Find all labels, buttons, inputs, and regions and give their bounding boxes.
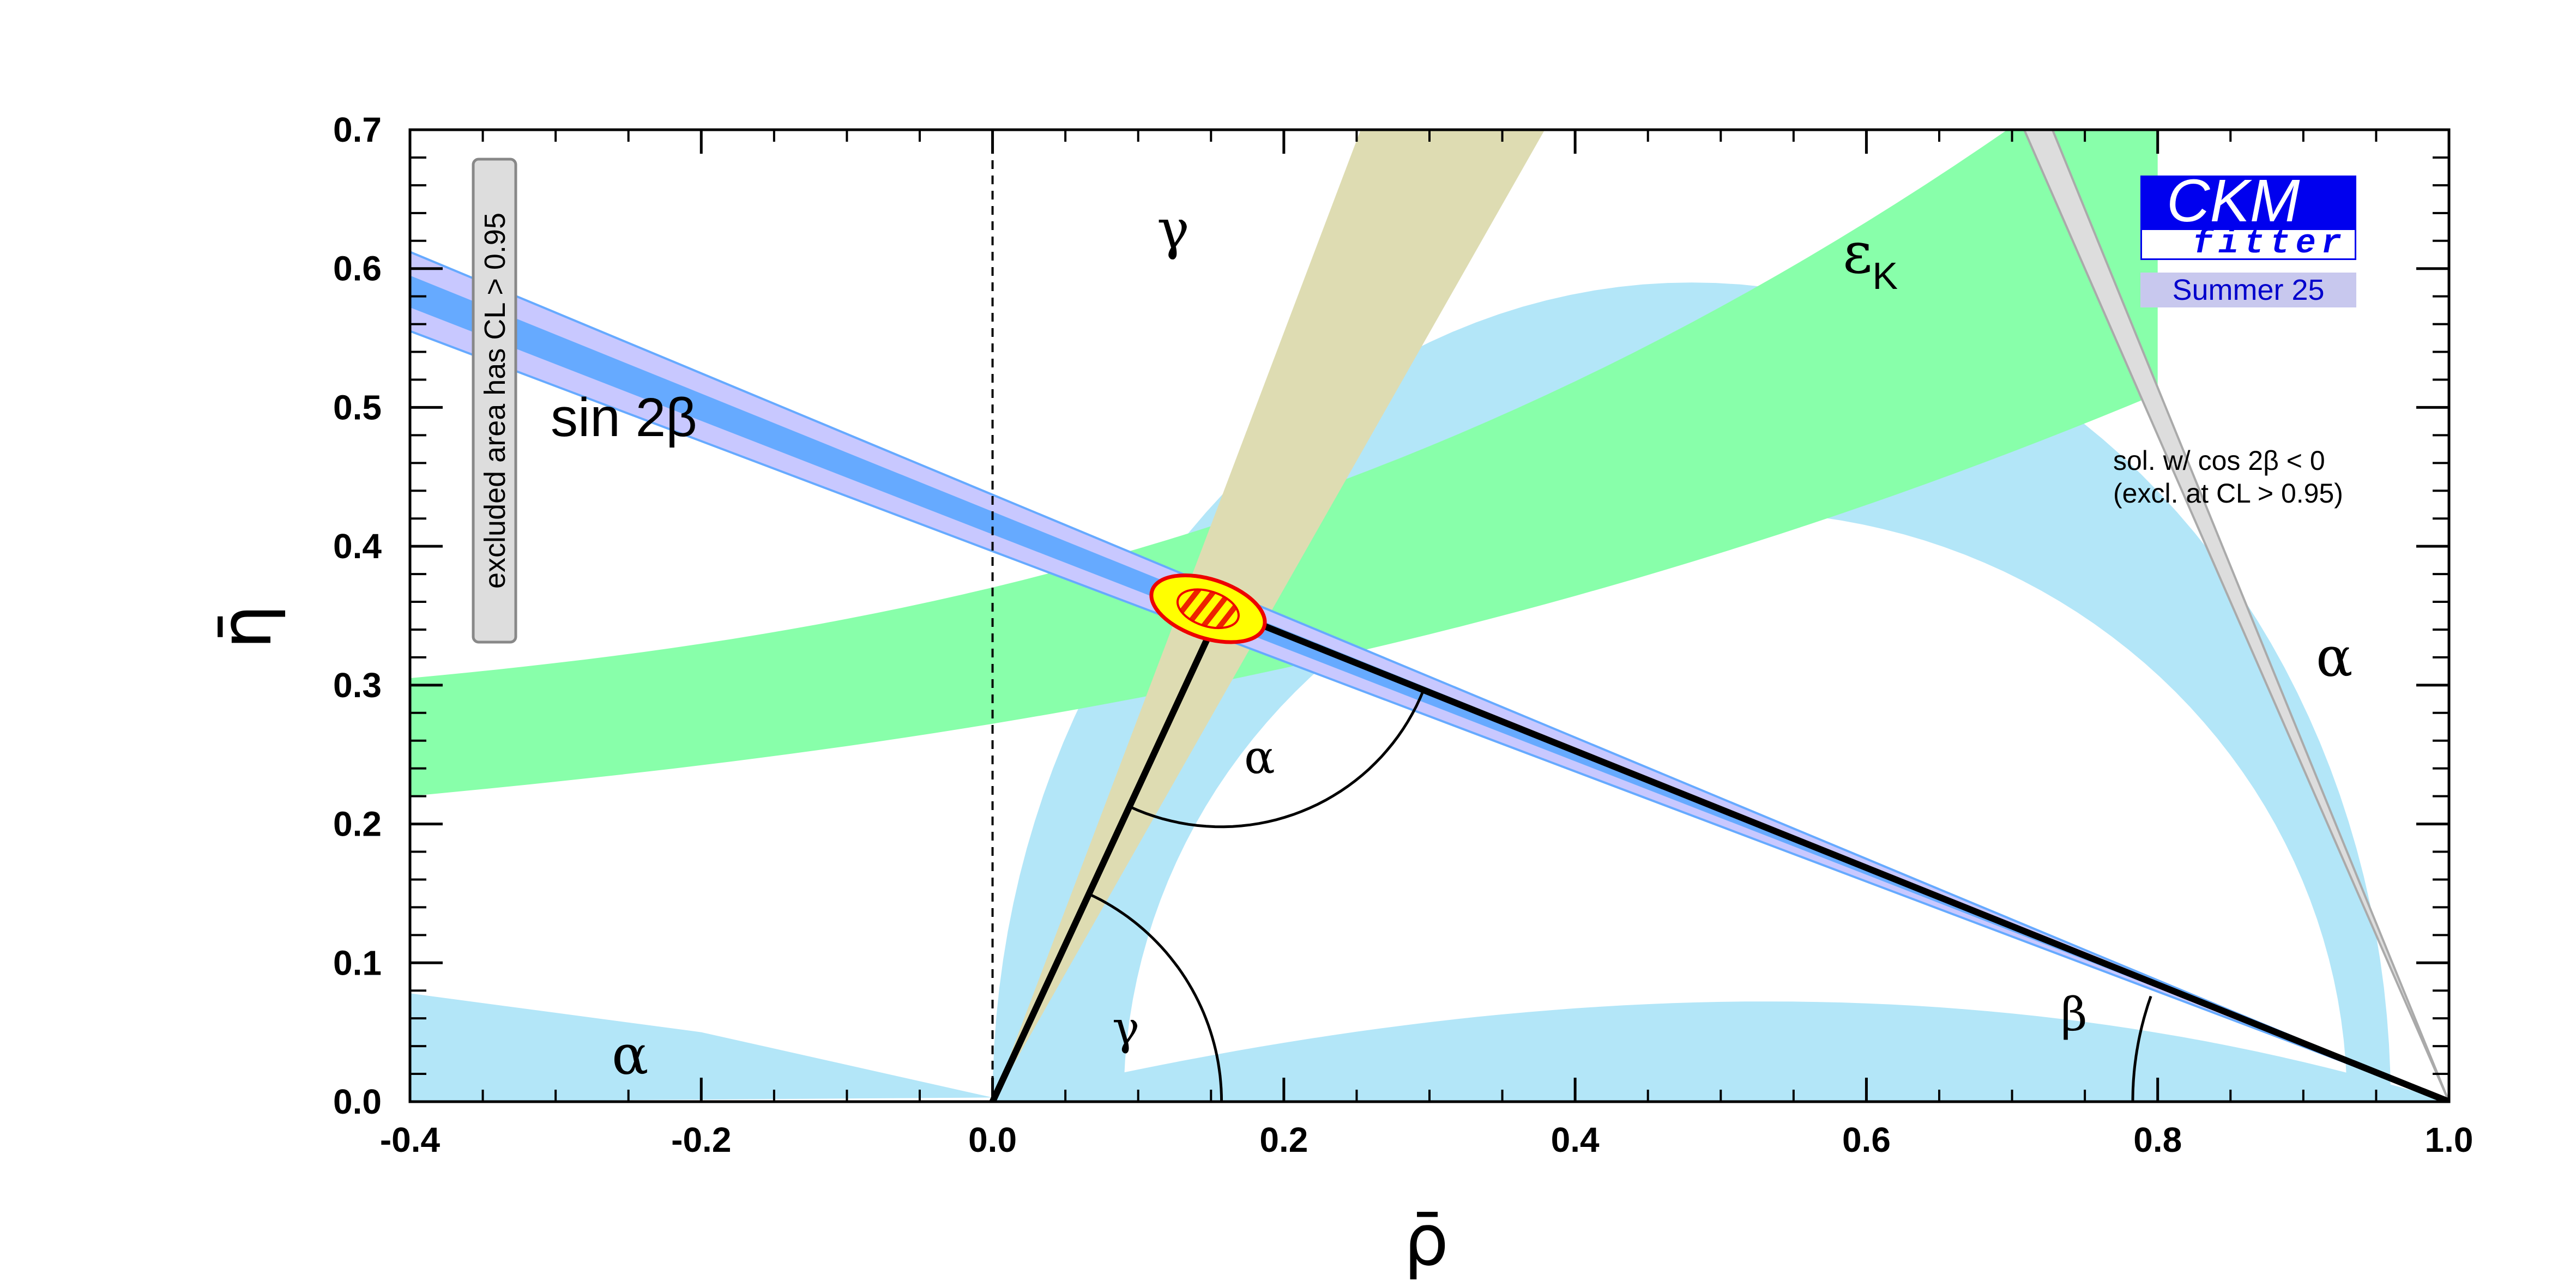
logo-ckm-text: CKM (2167, 167, 2300, 234)
cos2beta-excluded-wedge (2023, 130, 2449, 1102)
label-sol-line1: sol. w/ cos 2β < 0 (2113, 445, 2325, 476)
y-tick-label: 0.1 (333, 943, 382, 982)
y-tick-label: 0.0 (333, 1082, 382, 1121)
x-tick-label: -0.2 (671, 1120, 731, 1159)
y-tick-label: 0.7 (333, 110, 382, 149)
x-tick-label: 0.6 (1842, 1120, 1891, 1159)
label-sin2beta: sin 2β (551, 387, 697, 448)
y-tick-label: 0.3 (333, 666, 382, 705)
x-axis-title: ρ̄ (1404, 1199, 1449, 1281)
x-tick-label: -0.4 (380, 1120, 441, 1159)
label-epsilon-k-subscript: K (1872, 255, 1898, 297)
beta-angle-arc (2131, 995, 2152, 1102)
label-sol-line2: (excl. at CL > 0.95) (2113, 478, 2343, 509)
constraint-regions (410, 130, 2449, 1102)
label-gamma-top: γ (1157, 197, 1190, 261)
y-tick-label: 0.5 (333, 388, 382, 427)
ckmfitter-logo: CKM fitter Summer 25 (2140, 171, 2356, 307)
logo-season-text: Summer 25 (2172, 274, 2325, 306)
gamma-angle-arc (1088, 892, 1223, 1102)
alpha-band-left (410, 993, 993, 1102)
y-axis-title: η̄ (204, 605, 287, 649)
y-tick-label: 0.4 (333, 527, 382, 566)
logo-fitter-text: fitter (2192, 224, 2347, 263)
x-tick-label: 0.0 (968, 1120, 1017, 1159)
alpha-band-lower (992, 1001, 2449, 1102)
logo-ckm-block: CKM (2140, 171, 2356, 231)
sin2beta-edge-bottom (410, 330, 2449, 1102)
x-tick-label: 0.8 (2133, 1120, 2182, 1159)
y-tick-label: 0.6 (333, 249, 382, 288)
axis-ticks: -0.4 -0.2 0.0 0.2 0.4 0.6 0.8 1.0 0.0 0.1 0.2 0.3 0.… (333, 110, 2473, 1159)
label-beta-triangle: β (2061, 988, 2088, 1041)
epsilon-k-band (410, 130, 2158, 796)
label-alpha-triangle: α (1244, 730, 1275, 784)
label-alpha-right: α (2316, 625, 2353, 689)
excluded-area-box (472, 158, 517, 644)
sin2beta-edge-top (410, 251, 2449, 1102)
alpha-angle-arc (1129, 689, 1425, 829)
x-tick-label: 0.2 (1259, 1120, 1308, 1159)
label-excluded-area: excluded area has CL > 0.95 (479, 213, 511, 589)
logo-season-block: Summer 25 (2140, 273, 2356, 307)
x-tick-label: 0.4 (1551, 1120, 1600, 1159)
logo-fitter-block: fitter (2140, 224, 2356, 263)
apex-region-inner (1176, 588, 1240, 630)
y-tick-label: 0.2 (333, 805, 382, 844)
label-alpha-left: α (612, 1023, 649, 1087)
x-tick-label: 1.0 (2425, 1120, 2474, 1159)
label-gamma-triangle: γ (1112, 1001, 1139, 1055)
